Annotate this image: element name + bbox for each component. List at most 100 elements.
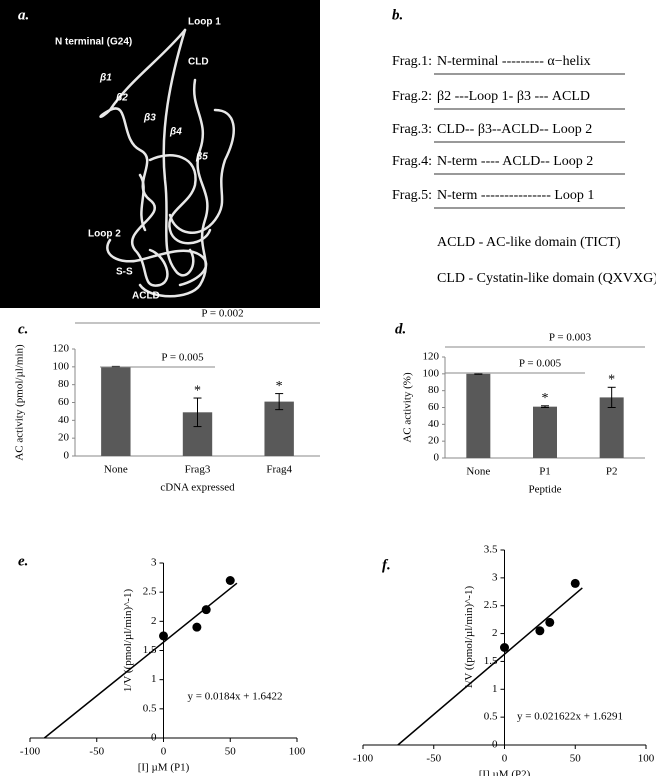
data-point [570, 578, 580, 588]
panel-label: b. [392, 7, 403, 23]
fragment-description: N-terminal --------- α−helix [437, 54, 591, 69]
y-tick-label: 100 [53, 360, 70, 372]
x-tick-label: None [104, 464, 128, 476]
panel-label: a. [18, 7, 29, 23]
x-tick-label: None [466, 466, 490, 478]
structure-annotation: CLD [188, 57, 209, 68]
significance-marker: * [194, 383, 201, 398]
y-tick-label: 100 [423, 367, 440, 379]
y-tick-label: 1 [151, 673, 157, 685]
fragment-description: N-term ---- ACLD-- Loop 2 [437, 154, 593, 169]
y-tick-label: 0 [434, 452, 440, 464]
x-tick-label: 50 [570, 753, 582, 765]
x-tick-label: -100 [353, 753, 374, 765]
x-axis-label: cDNA expressed [160, 482, 235, 494]
x-tick-label: 0 [161, 746, 167, 758]
y-tick-label: 0.5 [143, 702, 157, 714]
y-axis-label: 1/V ((pmol/µl/min)^-1) [122, 589, 134, 693]
y-axis-label: AC activity (%) [402, 372, 414, 443]
panel-label: f. [382, 557, 391, 573]
y-tick-label: 80 [58, 378, 70, 390]
bar [264, 401, 294, 456]
structure-annotation: β2 [115, 93, 128, 104]
x-tick-label: P2 [606, 466, 618, 478]
x-tick-label: -50 [89, 746, 104, 758]
legend-text: CLD - Cystatin-like domain (QXVXG) [437, 271, 656, 286]
structure-annotation: β5 [195, 152, 208, 163]
panel-label: c. [18, 321, 28, 337]
data-point [225, 576, 235, 585]
fragment-name: Frag.4: [392, 154, 432, 169]
x-axis-label: Peptide [529, 484, 562, 496]
y-tick-label: 2.5 [143, 586, 157, 598]
x-axis-label: [I] µM (P2) [479, 769, 531, 776]
structure-annotation: N terminal (G24) [55, 37, 132, 48]
significance-label: P = 0.005 [519, 358, 562, 370]
trendline-equation: y = 0.0184x + 1.6422 [188, 691, 283, 703]
structure-annotation: Loop 1 [188, 17, 221, 28]
ribbon [99, 28, 235, 298]
y-tick-label: 0 [151, 732, 157, 744]
structure-annotation: β3 [143, 113, 156, 124]
y-axis-label: AC activity (pmol/µl/min) [14, 344, 26, 461]
significance-label: P = 0.002 [201, 308, 243, 320]
y-tick-label: 20 [428, 435, 440, 447]
bar [466, 373, 491, 458]
y-tick-label: 20 [58, 432, 70, 444]
y-axis-label: 1/V ((pmol/µl/min)^-1) [463, 586, 475, 690]
structure-image [0, 0, 320, 308]
bar [101, 366, 131, 456]
bar [533, 406, 557, 458]
y-tick-label: 60 [58, 396, 70, 408]
significance-label: P = 0.003 [549, 332, 592, 344]
y-tick-label: 3.5 [484, 544, 498, 556]
y-tick-label: 3 [492, 571, 498, 583]
y-tick-label: 120 [53, 343, 70, 355]
y-tick-label: 0.5 [484, 711, 498, 723]
fragment-description: β2 ---Loop 1- β3 --- ACLD [437, 89, 590, 104]
panel-label: d. [395, 321, 406, 337]
y-tick-label: 2.5 [484, 599, 498, 611]
structure-annotation: Loop 2 [88, 229, 121, 240]
significance-label: P = 0.005 [161, 352, 204, 364]
y-tick-label: 2 [151, 615, 157, 627]
y-tick-label: 0 [492, 739, 498, 751]
y-tick-label: 1.5 [484, 655, 498, 667]
y-tick-label: 120 [423, 351, 440, 363]
y-tick-label: 40 [428, 418, 440, 430]
fragment-name: Frag.3: [392, 122, 432, 137]
y-tick-label: 80 [428, 384, 440, 396]
x-tick-label: P1 [539, 466, 551, 478]
data-point [500, 643, 509, 652]
y-tick-label: 3 [151, 557, 157, 569]
x-tick-label: -50 [426, 753, 441, 765]
x-axis-label: [I] µM (P1) [138, 762, 190, 774]
x-tick-label: 100 [289, 746, 306, 758]
data-point [201, 605, 211, 615]
data-point [545, 617, 555, 627]
x-tick-label: -100 [20, 746, 41, 758]
trendline-equation: y = 0.021622x + 1.6291 [517, 711, 623, 723]
x-tick-label: Frag4 [266, 464, 292, 476]
y-tick-label: 2 [492, 627, 498, 639]
fragment-description: CLD-- β3--ACLD-- Loop 2 [437, 122, 592, 137]
significance-marker: * [608, 373, 615, 388]
fragment-name: Frag.2: [392, 89, 432, 104]
significance-marker: * [276, 379, 283, 394]
significance-marker: * [542, 391, 549, 406]
x-tick-label: 100 [638, 753, 655, 765]
data-point [535, 626, 545, 636]
y-tick-label: 40 [58, 414, 70, 426]
structure-annotation: S-S [116, 267, 133, 278]
structure-annotation: β1 [99, 73, 112, 84]
x-tick-label: Frag3 [185, 464, 211, 476]
y-tick-label: 60 [428, 401, 440, 413]
x-tick-label: 50 [225, 746, 237, 758]
y-tick-label: 0 [64, 450, 70, 462]
fragment-name: Frag.5: [392, 188, 432, 203]
trendline [397, 587, 583, 746]
y-tick-label: 1 [492, 683, 498, 695]
data-point [159, 631, 168, 641]
structure-annotation: β4 [169, 127, 182, 138]
